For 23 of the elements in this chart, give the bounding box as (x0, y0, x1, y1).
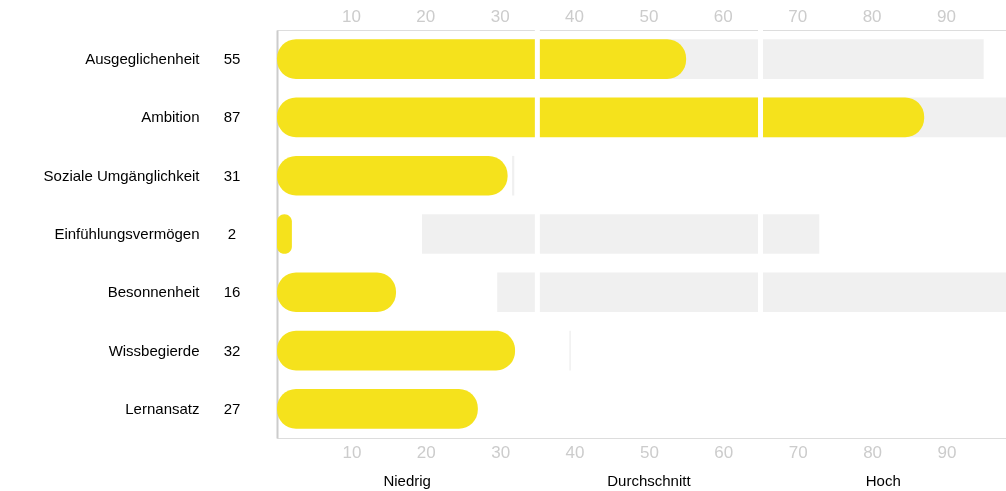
data-label: 87 (223, 108, 241, 126)
y-tick-label: Wissbegierde (108, 341, 200, 359)
y-tick-label: Besonnenheit (107, 283, 201, 301)
y-tick-label: Soziale Umgänglichkeit (43, 166, 201, 184)
text: Durchschnitt (607, 472, 692, 489)
bar (277, 389, 478, 429)
y-tick-label: Einfühlungsvermögen (54, 225, 200, 242)
bar (277, 97, 925, 138)
data-label: 32 (223, 341, 241, 359)
y-tick-label: Lernansatz (125, 399, 200, 417)
text: Hoch (865, 472, 901, 489)
y-tick-label: Ambition (141, 108, 200, 126)
data-label: 31 (223, 166, 241, 184)
bar (277, 155, 508, 196)
data-label: 16 (223, 283, 241, 301)
data-label: 55 (223, 50, 241, 68)
bar (277, 39, 687, 79)
data-label: 2 (227, 225, 237, 242)
bar (277, 272, 397, 313)
data-label: 27 (223, 399, 241, 417)
bar (277, 330, 516, 371)
text: Niedrig (383, 472, 431, 489)
y-tick-label: Ausgeglichenheit (85, 50, 201, 68)
